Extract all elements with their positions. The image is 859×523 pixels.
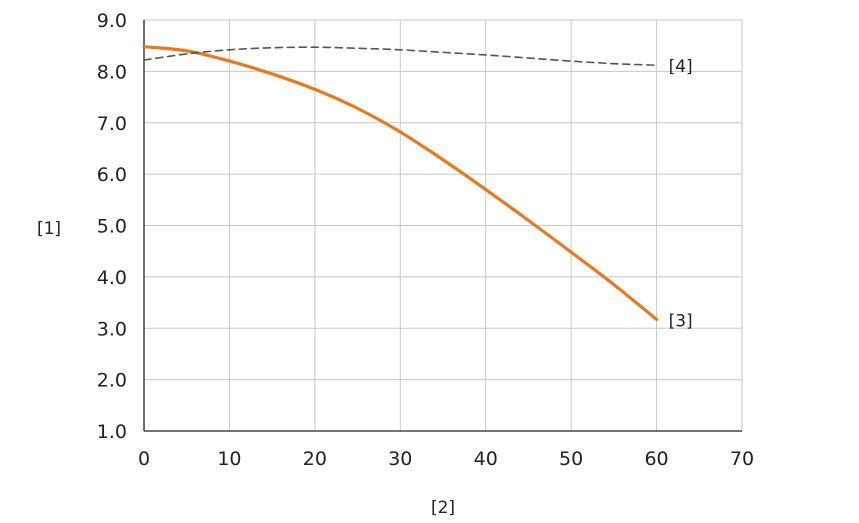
x-axis-label: [2] (431, 498, 455, 518)
labels: 1.0 2.0 3.0 4.0 5.0 6.0 7.0 8.0 9.0 0 10 20 30 40 50 60… (97, 10, 754, 470)
y-tick-label: 6.0 (97, 164, 127, 186)
y-tick-label: 3.0 (97, 318, 127, 340)
x-tick-label: 70 (730, 448, 754, 470)
y-tick-label: 8.0 (97, 61, 127, 83)
series-line-2 (143, 46, 658, 67)
x-tick-label: 60 (644, 448, 668, 470)
x-tick-label: 20 (303, 448, 327, 470)
series-label-1: [3] (669, 312, 693, 332)
axes (143, 20, 742, 432)
y-axis-label: [1] (37, 219, 61, 239)
series (142, 45, 659, 322)
y-tick-label: 7.0 (97, 113, 127, 135)
x-tick-label: 0 (138, 448, 150, 470)
y-tick-label: 5.0 (97, 216, 127, 238)
series-label-2: [4] (669, 57, 693, 77)
series-line-1 (142, 45, 659, 322)
y-tick-label: 4.0 (97, 267, 127, 289)
y-tick-label: 9.0 (97, 10, 127, 32)
grid (143, 19, 743, 432)
y-tick-label: 2.0 (97, 370, 127, 392)
x-tick-label: 10 (217, 448, 241, 470)
y-tick-label: 1.0 (97, 421, 127, 443)
x-tick-label: 50 (559, 448, 583, 470)
x-tick-label: 30 (388, 448, 412, 470)
x-tick-label: 40 (474, 448, 498, 470)
